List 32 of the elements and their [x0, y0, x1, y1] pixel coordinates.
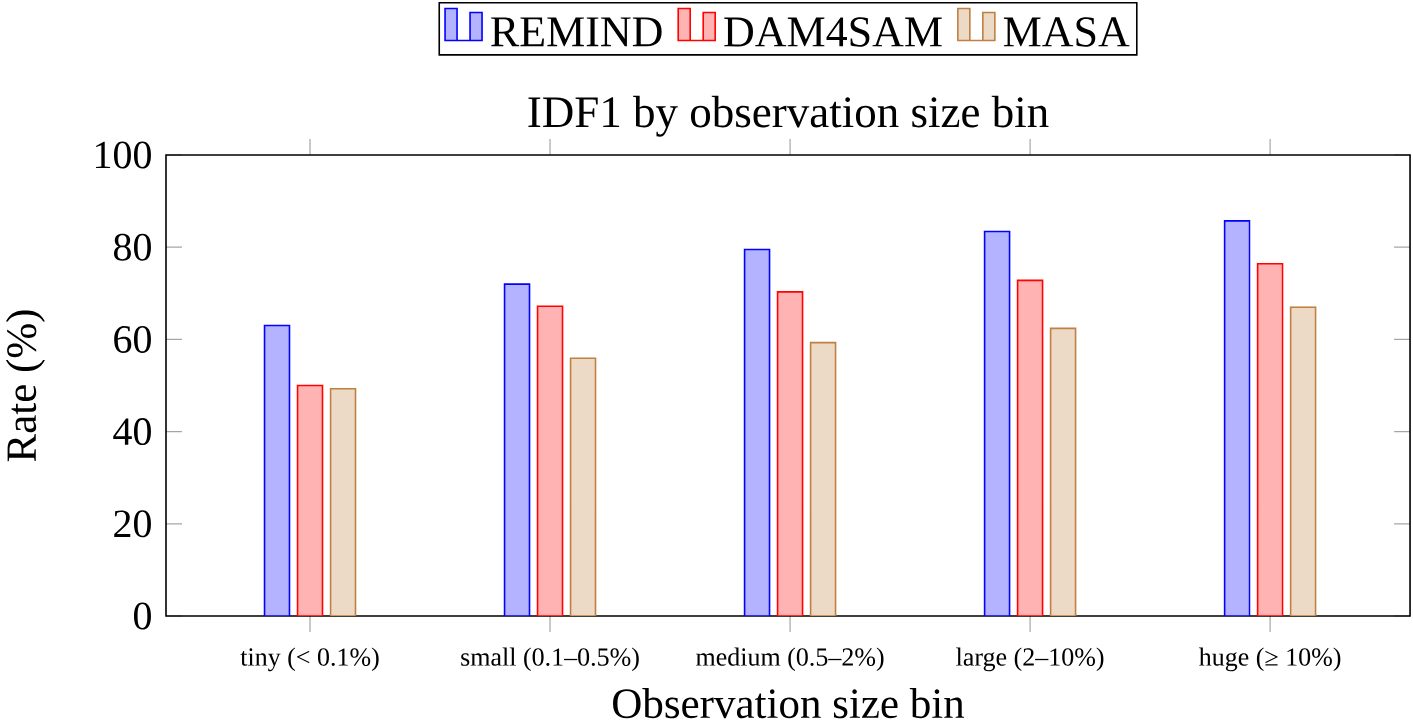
y-tick-label: 100 — [95, 141, 151, 169]
x-tick-label: large (2–10%) — [956, 647, 1104, 672]
bar — [1049, 327, 1077, 616]
x-tick-label: huge (≥ 10%) — [1198, 647, 1341, 672]
y-axis-title: Rate (%) — [5, 310, 45, 462]
y-tick-label: 60 — [114, 325, 151, 353]
chart-title: IDF1 by observation size bin — [528, 95, 1049, 137]
bar — [1289, 306, 1317, 616]
bar — [743, 248, 771, 616]
bar — [776, 291, 804, 616]
x-tick-label: tiny (< 0.1%) — [240, 647, 379, 672]
y-tick-label: 20 — [114, 510, 151, 538]
bar — [983, 230, 1011, 616]
bar — [1016, 279, 1044, 616]
x-axis-title: Observation size bin — [613, 687, 965, 719]
legend-label: REMIND — [491, 17, 662, 47]
bar — [1223, 220, 1251, 616]
bar — [503, 283, 531, 616]
x-tick-label: small (0.1–0.5%) — [461, 647, 639, 672]
bar — [263, 324, 291, 616]
bar — [809, 341, 837, 616]
legend-label: DAM4SAM — [724, 17, 942, 47]
bar — [1256, 262, 1284, 616]
y-tick-label: 0 — [133, 602, 151, 630]
x-tick-label: medium (0.5–2%) — [696, 647, 884, 672]
bar — [569, 357, 597, 616]
y-tick-label: 40 — [113, 418, 151, 446]
bar — [536, 305, 564, 616]
bar — [329, 387, 357, 616]
legend-label: MASA — [1003, 17, 1130, 47]
bar — [296, 384, 324, 616]
y-tick-label: 80 — [113, 233, 151, 261]
